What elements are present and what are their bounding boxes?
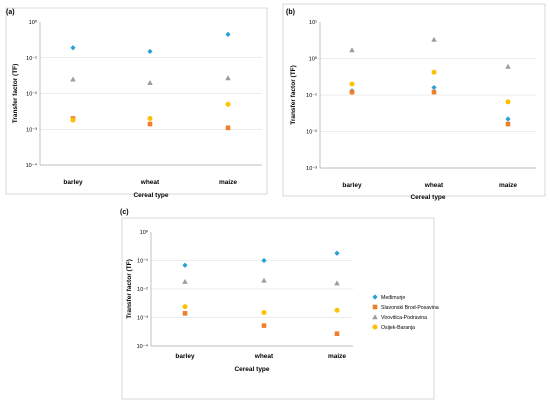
- y-tick-label: 10⁻²: [26, 92, 37, 98]
- panel-label: (a): [6, 9, 15, 16]
- data-point-circle: [182, 304, 188, 310]
- y-tick-label: 10¹: [309, 20, 317, 26]
- y-tick-label: 10⁻¹: [26, 56, 37, 62]
- data-point-diamond: [225, 31, 231, 37]
- legend-marker-square: [372, 304, 378, 310]
- y-tick-label: 10⁻⁴: [137, 343, 149, 350]
- data-point-diamond: [147, 48, 153, 55]
- chart-panel-a: (a) 10⁰ 10⁻¹ 10⁻² 10⁻³ 10⁻⁴ barley wheat maize Ce…: [5, 7, 268, 199]
- y-axis-title: Transfer factor (TF): [126, 259, 133, 319]
- data-point-circle: [70, 117, 76, 123]
- y-tick-label: 10⁻²: [306, 130, 317, 136]
- data-point-diamond: [505, 116, 511, 122]
- data-point-circle: [349, 81, 355, 87]
- y-tick-label: 10⁰: [29, 19, 38, 26]
- y-tick-label: 10⁻²: [137, 287, 148, 293]
- x-tick-label: barley: [342, 182, 362, 189]
- data-point-square: [431, 89, 437, 95]
- data-point-square: [147, 121, 153, 127]
- legend-marker-triangle: [372, 314, 378, 320]
- x-tick-label: maize: [328, 353, 346, 360]
- x-axis-title: Cereal type: [234, 366, 269, 373]
- x-axis-title: Cereal type: [410, 194, 445, 201]
- y-tick-label: 10⁰: [140, 229, 149, 236]
- data-point-square: [349, 89, 355, 95]
- y-axis-title: Transfer factor (TF): [290, 65, 297, 125]
- x-tick-label: barley: [175, 353, 195, 360]
- x-tick-label: maize: [499, 182, 517, 189]
- panel-frame: [282, 3, 546, 197]
- x-tick-label: barley: [63, 179, 83, 186]
- data-point-circle: [225, 101, 231, 107]
- data-point-circle: [147, 115, 153, 121]
- legend-entry: Osijek-Baranja: [381, 325, 415, 331]
- panel-label: (b): [286, 9, 295, 16]
- data-point-circle: [431, 69, 437, 75]
- data-point-triangle: [261, 277, 267, 283]
- y-tick-label: 10⁰: [309, 56, 318, 63]
- legend-marker-diamond: [372, 294, 378, 300]
- y-tick-label: 10⁻¹: [306, 93, 317, 99]
- chart-panel-c: (c) 10⁰ 10⁻¹ 10⁻² 10⁻³ 10⁻⁴ barley wheat maize Ce…: [120, 209, 435, 400]
- legend-entry: Slavonski Brod-Posavina: [381, 305, 439, 311]
- legend-marker-circle: [372, 324, 378, 330]
- data-point-square: [505, 121, 511, 127]
- data-point-circle: [505, 99, 511, 105]
- y-tick-label: 10⁻⁴: [26, 162, 38, 169]
- x-axis-title: Cereal type: [133, 192, 168, 199]
- data-point-diamond: [431, 84, 437, 91]
- panel-frame: [121, 217, 435, 400]
- data-point-triangle: [182, 278, 188, 284]
- x-tick-label: wheat: [424, 182, 444, 189]
- data-point-triangle: [225, 75, 231, 81]
- data-point-triangle: [431, 36, 437, 42]
- legend-entry: Virovitica-Podravina: [381, 315, 427, 321]
- data-point-diamond: [182, 262, 188, 268]
- y-tick-label: 10⁻³: [137, 316, 148, 322]
- data-point-square: [334, 331, 340, 337]
- data-point-diamond: [261, 257, 267, 264]
- data-point-diamond: [334, 250, 340, 256]
- data-point-triangle: [349, 47, 355, 53]
- y-axis-title: Transfer factor (TF): [12, 64, 19, 124]
- x-tick-label: wheat: [140, 179, 160, 186]
- data-point-triangle: [505, 63, 511, 69]
- y-tick-label: 10⁻³: [26, 127, 37, 133]
- legend: Međimurje Slavonski Brod-Posavina Viroviti…: [372, 294, 439, 331]
- data-point-circle: [334, 307, 340, 313]
- data-point-square: [225, 125, 231, 131]
- data-point-triangle: [147, 79, 153, 85]
- legend-entry: Međimurje: [381, 295, 405, 301]
- data-point-square: [261, 323, 267, 328]
- x-tick-label: maize: [219, 179, 237, 186]
- panel-label: (c): [120, 209, 129, 216]
- panel-frame: [5, 7, 268, 195]
- y-tick-label: 10⁻³: [306, 166, 317, 172]
- data-point-square: [182, 311, 188, 316]
- data-point-diamond: [70, 45, 76, 51]
- y-tick-label: 10⁻¹: [137, 259, 148, 265]
- chart-panel-b: (b) 10¹ 10⁰ 10⁻¹ 10⁻² 10⁻³ barley wheat maize Cer…: [282, 3, 546, 201]
- x-tick-label: wheat: [254, 353, 274, 360]
- data-point-triangle: [334, 280, 340, 286]
- data-point-triangle: [70, 76, 76, 82]
- data-point-circle: [261, 309, 267, 315]
